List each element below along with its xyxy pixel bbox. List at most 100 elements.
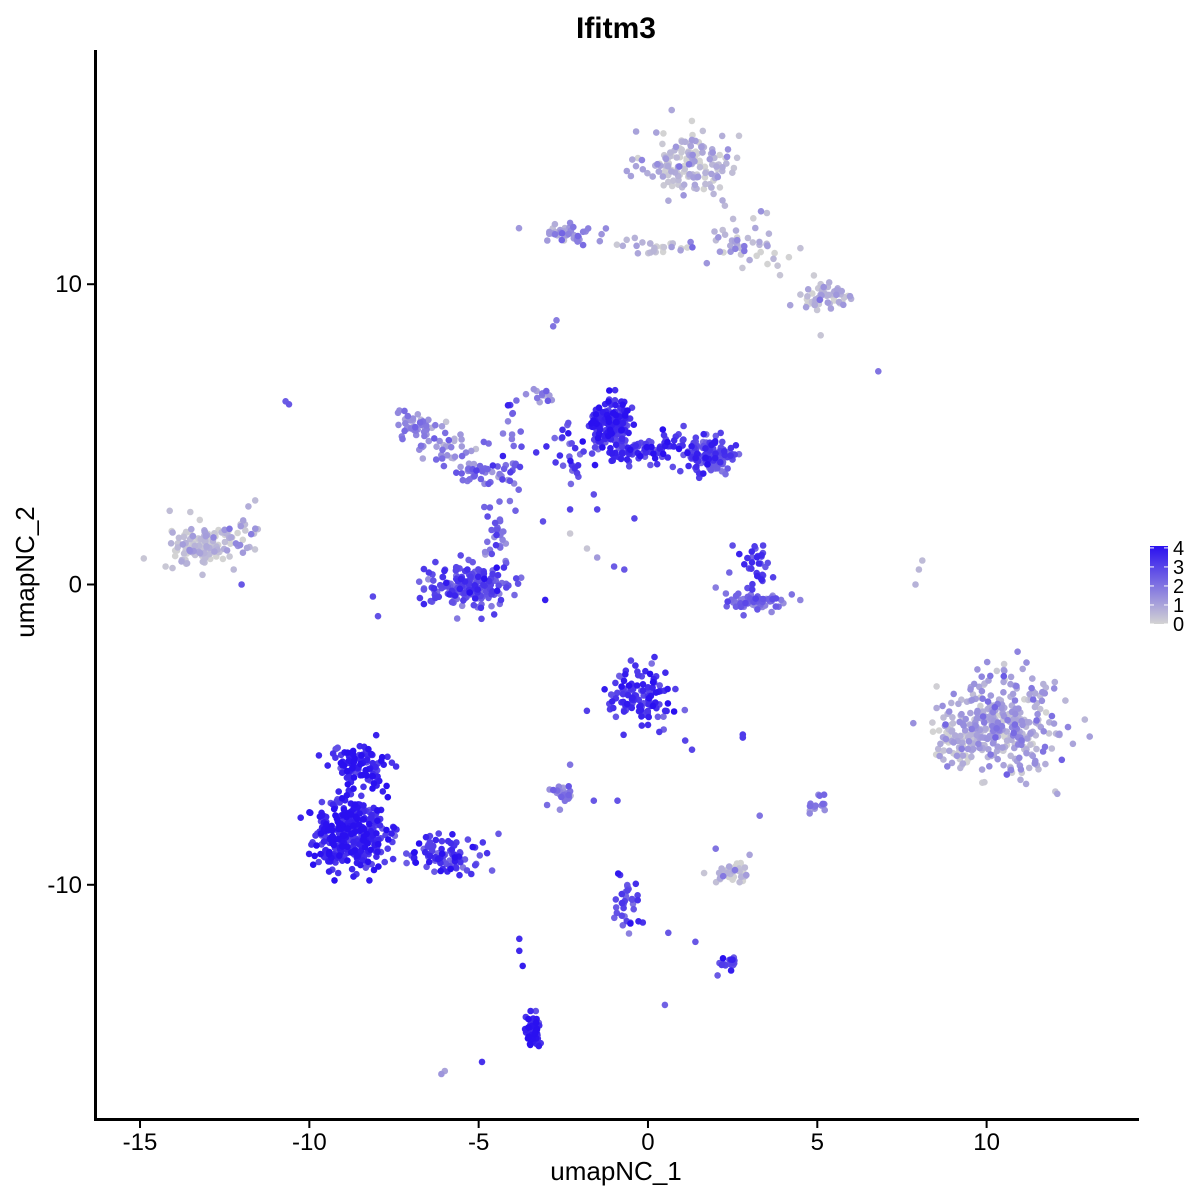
scatter-point-2437 [623, 700, 631, 708]
scatter-point-370 [741, 864, 749, 871]
scatter-point-2620 [649, 678, 657, 686]
scatter-point-914 [939, 702, 946, 710]
scatter-point-1500 [613, 909, 621, 917]
scatter-point-727 [1007, 673, 1015, 681]
scatter-point-2486 [365, 745, 372, 753]
scatter-point-1876 [467, 573, 474, 580]
scatter-point-2514 [618, 683, 625, 690]
x-tick-label: -10 [292, 1129, 327, 1156]
scatter-point-1242 [574, 232, 582, 240]
scatter-point-893 [1034, 710, 1041, 718]
scatter-point-2266 [609, 457, 616, 464]
scatter-point-246 [739, 264, 746, 272]
scatter-point-885 [1041, 690, 1049, 697]
scatter-point-2312 [474, 586, 482, 593]
scatter-point-859 [425, 437, 433, 445]
scatter-point-1264 [440, 462, 448, 470]
scatter-point-863 [598, 230, 605, 238]
scatter-point-2132 [516, 935, 523, 943]
scatter-point-2664 [374, 807, 381, 814]
scatter-point-711 [196, 549, 204, 557]
scatter-point-2140 [720, 448, 728, 455]
scatter-point-2315 [656, 445, 664, 452]
scatter-point-2468 [390, 824, 398, 831]
scatter-point-2655 [311, 852, 319, 860]
scatter-point-1743 [624, 887, 631, 894]
scatter-point-2650 [531, 1030, 538, 1038]
scatter-point-917 [443, 452, 451, 459]
scatter-point-2248 [639, 687, 647, 694]
scatter-point-2503 [317, 850, 324, 858]
scatter-point-1213 [1010, 729, 1017, 737]
scatter-point-1000 [402, 420, 409, 427]
scatter-point-752 [470, 460, 478, 468]
scatter-point-1267 [481, 503, 488, 511]
scatter-point-1559 [625, 463, 633, 470]
scatter-point-588 [719, 164, 726, 171]
scatter-point-404 [206, 550, 213, 558]
scatter-point-730 [802, 303, 810, 311]
scatter-point-2073 [638, 722, 646, 729]
scatter-point-662 [959, 752, 967, 759]
scatter-point-302 [699, 127, 707, 135]
scatter-point-1121 [712, 845, 719, 852]
scatter-point-1706 [593, 506, 601, 513]
scatter-point-1524 [607, 691, 615, 698]
scatter-point-1778 [752, 595, 759, 602]
scatter-point-283 [681, 165, 689, 173]
scatter-point-499 [912, 581, 919, 588]
scatter-point-691 [659, 173, 667, 180]
scatter-point-2617 [637, 452, 644, 460]
scatter-point-1888 [489, 570, 496, 578]
scatter-point-1617 [680, 422, 687, 430]
scatter-point-2541 [670, 708, 678, 715]
scatter-point-2579 [349, 747, 357, 755]
scatter-point-2632 [348, 830, 355, 838]
scatter-point-933 [1011, 710, 1019, 718]
scatter-point-865 [1000, 689, 1007, 696]
scatter-point-2483 [469, 843, 477, 851]
scatter-point-1069 [496, 470, 503, 478]
scatter-point-935 [1050, 685, 1058, 692]
scatter-point-1633 [742, 599, 749, 607]
scatter-point-1382 [654, 713, 662, 721]
scatter-point-627 [937, 740, 944, 748]
scatter-point-2365 [727, 967, 735, 974]
scatter-point-2025 [559, 434, 566, 441]
scatter-point-335 [221, 538, 229, 546]
scatter-point-2516 [323, 820, 330, 828]
scatter-point-2576 [618, 426, 626, 434]
scatter-point-1254 [558, 236, 566, 244]
chart-title: Ifitm3 [576, 12, 656, 45]
scatter-point-2523 [595, 404, 603, 412]
scatter-point-2314 [608, 698, 616, 705]
scatter-point-2299 [638, 713, 645, 720]
scatter-point-2044 [334, 869, 342, 877]
scatter-point-910 [186, 546, 193, 554]
scatter-point-2517 [378, 757, 385, 765]
scatter-point-664 [211, 548, 218, 555]
scatter-point-1682 [452, 567, 460, 574]
scatter-point-864 [974, 666, 981, 673]
scatter-point-539 [825, 291, 833, 299]
scatter-point-1413 [469, 558, 477, 566]
scatter-point-820 [1023, 749, 1030, 757]
scatter-point-837 [457, 431, 464, 438]
scatter-point-876 [709, 149, 716, 156]
scatter-point-1698 [435, 830, 443, 837]
scatter-point-1950 [492, 541, 500, 549]
scatter-point-439 [949, 714, 956, 721]
scatter-point-992 [504, 418, 512, 425]
scatter-point-1474 [737, 603, 745, 611]
scatter-point-804 [457, 463, 464, 471]
scatter-point-1244 [415, 578, 423, 585]
scatter-point-1078 [1028, 684, 1035, 692]
scatter-point-56 [171, 552, 179, 560]
scatter-point-907 [965, 738, 973, 745]
scatter-point-1256 [820, 791, 828, 798]
scatter-point-2264 [649, 684, 656, 691]
scatter-point-1062 [741, 242, 748, 250]
scatter-point-925 [983, 658, 991, 666]
scatter-point-834 [833, 291, 840, 299]
scatter-point-1746 [424, 843, 432, 850]
